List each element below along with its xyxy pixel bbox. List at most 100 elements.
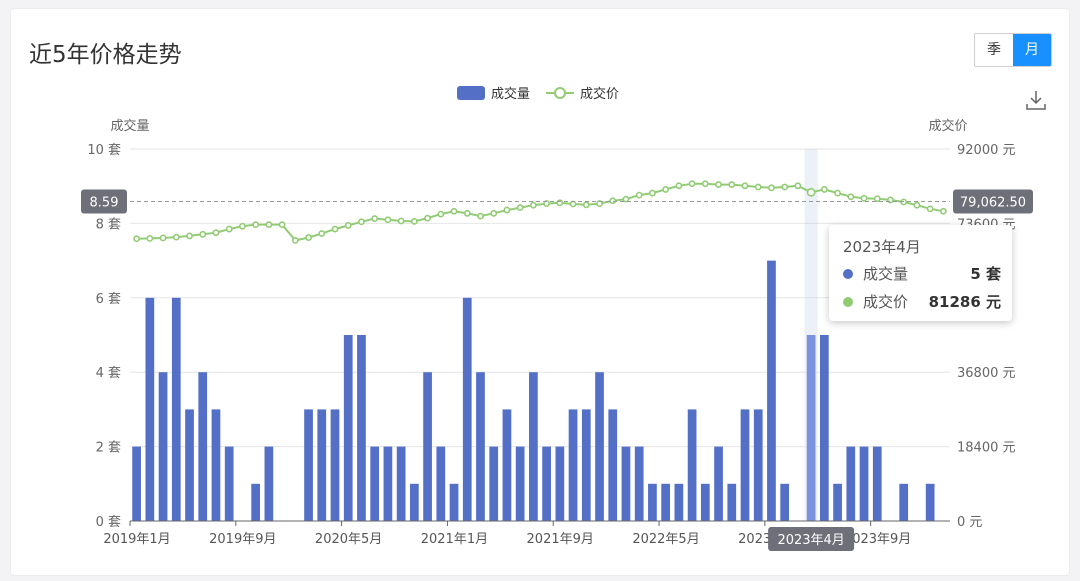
bar [859,446,869,521]
price-point [569,200,577,208]
tab-quarter[interactable]: 季 [975,34,1013,66]
price-point [768,184,775,192]
y-axis-left-title: 成交量 [110,118,149,134]
price-point [635,191,643,199]
price-point [239,222,246,230]
crosshair-right-badge [953,189,1033,214]
price-point [318,230,326,237]
bar [423,372,432,521]
price-point [649,189,656,197]
price-point [609,197,617,205]
y-left-tick-label: 6 套 [96,291,121,307]
price-point [820,186,828,193]
x-tick-label: 2021年1月 [421,532,488,547]
price-point [913,201,921,209]
bar [449,483,459,521]
price-point [926,205,934,213]
bar [740,409,750,521]
price-point [212,229,220,237]
y-left-tick-label: 8 套 [96,216,121,232]
price-point [939,207,947,215]
tooltip-price-label: 成交价 [863,293,909,311]
price-point [146,234,154,242]
bar [634,446,644,521]
bar [304,409,313,521]
legend-price-label: 成交价 [580,86,619,102]
bar [674,483,684,521]
page-title: 近5年价格走势 [29,42,182,68]
x-tick-label: 2020年5月 [315,532,382,547]
y-left-tick-label: 0 套 [96,514,121,530]
tooltip-price-value: 81286 元 [928,293,1001,311]
price-point [291,236,299,244]
bar [171,297,181,521]
bar [648,483,657,521]
period-toggle: 季 月 [974,33,1052,67]
y-right-tick-label: 0 元 [957,515,982,530]
download-icon[interactable] [1025,89,1047,111]
bar [198,372,208,521]
bar [357,335,366,521]
bar [383,446,393,521]
bar [158,372,168,521]
y-left-tick-label: 10 套 [87,142,121,158]
bar [145,297,155,521]
legend-volume-swatch [457,86,485,100]
price-point [331,225,339,233]
bar [529,372,538,521]
price-point [490,209,498,217]
legend-volume-label: 成交量 [491,86,530,102]
price-point [741,182,749,190]
bar [251,483,261,521]
price-point [728,181,736,188]
price-point [384,216,392,224]
x-tick-label: 2019年9月 [209,532,276,547]
price-point [860,194,868,202]
price-point [424,214,431,222]
price-point [199,230,207,238]
bar [542,446,551,521]
bar [436,446,446,521]
bar [462,297,472,521]
bar [502,409,512,521]
price-dot-icon [843,297,853,307]
chart-tooltip: 2023年4月 成交量 5 套 成交价 81286 元 [829,225,1012,321]
y-right-tick-label: 36800 元 [957,366,1016,381]
price-point [781,183,789,191]
tab-month[interactable]: 月 [1013,34,1051,66]
bar [185,409,194,521]
bar [581,409,591,521]
price-point [225,225,233,233]
bar [608,409,618,521]
price-point [410,217,418,225]
bar [476,372,485,521]
x-tick-label: 2019年1月 [103,532,170,547]
price-point [806,187,816,197]
price-point [622,195,630,203]
bar [714,446,723,521]
x-tick-label: 2023年9月 [844,532,911,547]
bar [833,483,842,521]
tooltip-row-volume: 成交量 5 套 [843,263,1001,283]
y-left-tick-label: 2 套 [96,440,121,456]
price-point [582,201,590,209]
price-point [516,204,524,212]
bar [568,409,578,521]
price-point [834,189,841,197]
price-point [794,182,802,190]
price-point [252,221,260,229]
x-tick-label: 2021年9月 [527,532,594,547]
bar [264,446,274,521]
bar [621,446,631,521]
tooltip-row-price: 成交价 81286 元 [843,291,1001,311]
y-right-tick-label: 92000 元 [957,143,1016,158]
price-point [159,234,167,242]
x-tick-label: 2022年5月 [632,532,699,547]
price-point [371,215,379,222]
price-point [900,198,908,206]
price-point [186,232,193,240]
bar [753,409,763,521]
bar [595,372,604,521]
y-left-tick-label: 4 套 [96,365,121,381]
